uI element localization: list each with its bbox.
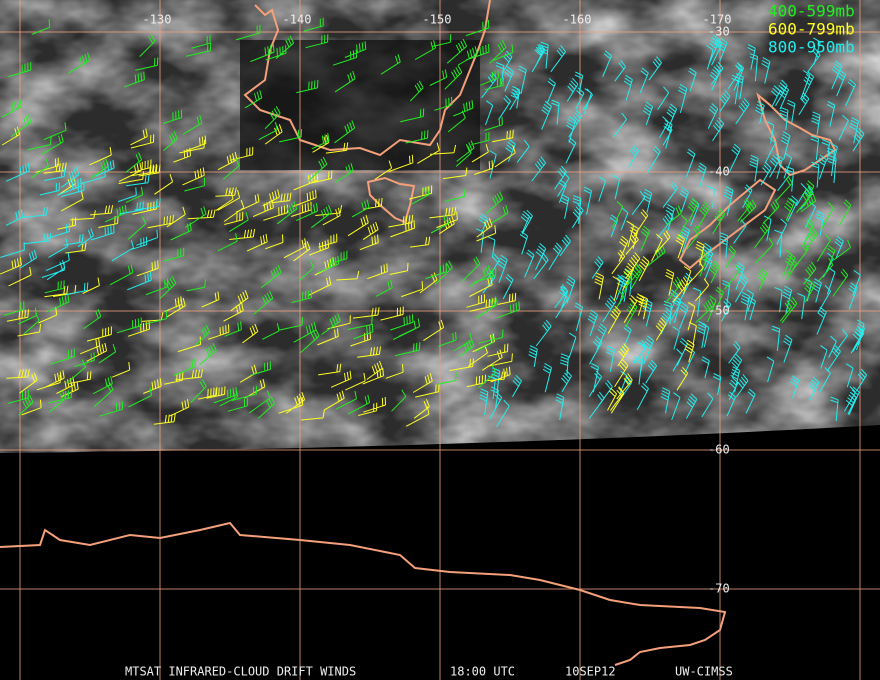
australia-coast [243,0,491,157]
australia-land [240,40,480,170]
wind-barb-group [476,34,868,428]
footer-time: 18:00 UTC [450,665,515,679]
wind-barb-group [0,160,161,296]
labels: -130 -140 -150 -160 -170-30 -40 -50 -60 -70 400-5… [125,2,855,679]
longitude-label: -130 [143,13,172,27]
wind-barb-group [1,17,520,419]
antarctica-coast [0,521,727,666]
footer-product: MTSAT INFRARED-CLOUD DRIFT WINDS [125,665,356,679]
footer-source: UW-CIMSS [675,665,733,679]
legend-entry: 400-599mb [768,2,855,21]
longitude-label: -140 [283,13,312,27]
wind-barbs [0,17,868,428]
latitude-label: -40 [708,165,730,179]
latitude-label: -60 [708,443,730,457]
wind-barb-group [611,176,852,327]
footer-date: 10SEP12 [565,665,616,679]
wind-barb-group [0,124,517,427]
longitude-label: -150 [423,13,452,27]
wind-barb-group [594,209,710,414]
latitude-label: -50 [708,304,730,318]
legend-entry: 800-950mb [768,38,855,57]
longitude-label: -160 [563,13,592,27]
tasmania-coast [366,176,416,224]
longitude-label: -170 [703,13,732,27]
new-zealand-north [756,92,837,177]
latitude-label: -70 [708,582,730,596]
latitude-label: -30 [708,25,730,39]
legend-entry: 600-799mb [768,20,855,39]
